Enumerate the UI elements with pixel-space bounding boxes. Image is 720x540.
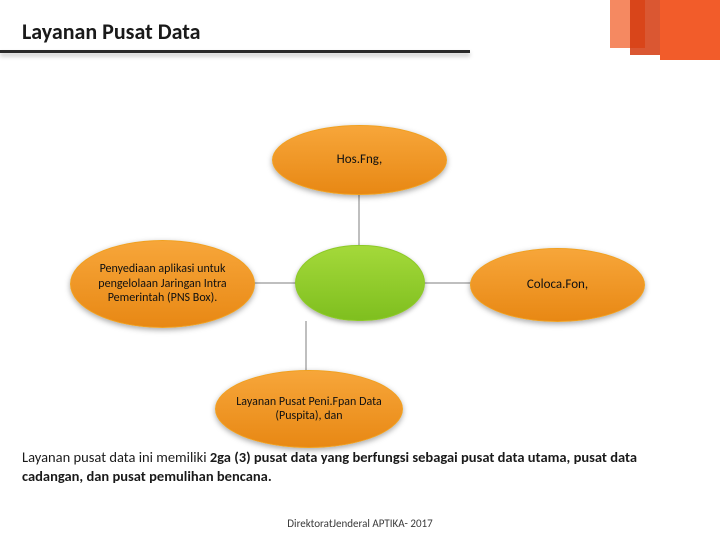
footer-text: DirektoratJenderal APTIKA- 2017 xyxy=(0,517,720,530)
connector xyxy=(358,195,360,245)
node-left: Penyediaan aplikasi untuk pengelolaan Ja… xyxy=(70,240,255,328)
node-label: Coloca.Fon, xyxy=(487,277,628,293)
node-top: Hos.Fng, xyxy=(272,125,447,195)
hub-diagram: Hos.Fng, Coloca.Fon, Layanan Pusat Peni.Fp… xyxy=(0,80,720,430)
page-title: Layanan Pusat Data xyxy=(22,18,201,45)
node-label: Hos.Fng, xyxy=(289,152,430,168)
node-label: Layanan Pusat Peni.Fpan Data (Puspita), … xyxy=(232,395,386,424)
corner-decoration xyxy=(610,0,720,60)
center-hub xyxy=(295,245,425,321)
connector xyxy=(305,321,307,371)
header: Layanan Pusat Data xyxy=(0,0,720,62)
node-right: Coloca.Fon, xyxy=(470,248,645,322)
connector xyxy=(425,282,473,284)
node-bottom: Layanan Pusat Peni.Fpan Data (Puspita), … xyxy=(215,370,403,448)
title-underline xyxy=(0,50,470,53)
node-label: Penyediaan aplikasi untuk pengelolaan Ja… xyxy=(87,262,238,305)
connector xyxy=(252,282,296,284)
description-text: Layanan pusat data ini memiliki 2ga (3) … xyxy=(22,448,698,485)
